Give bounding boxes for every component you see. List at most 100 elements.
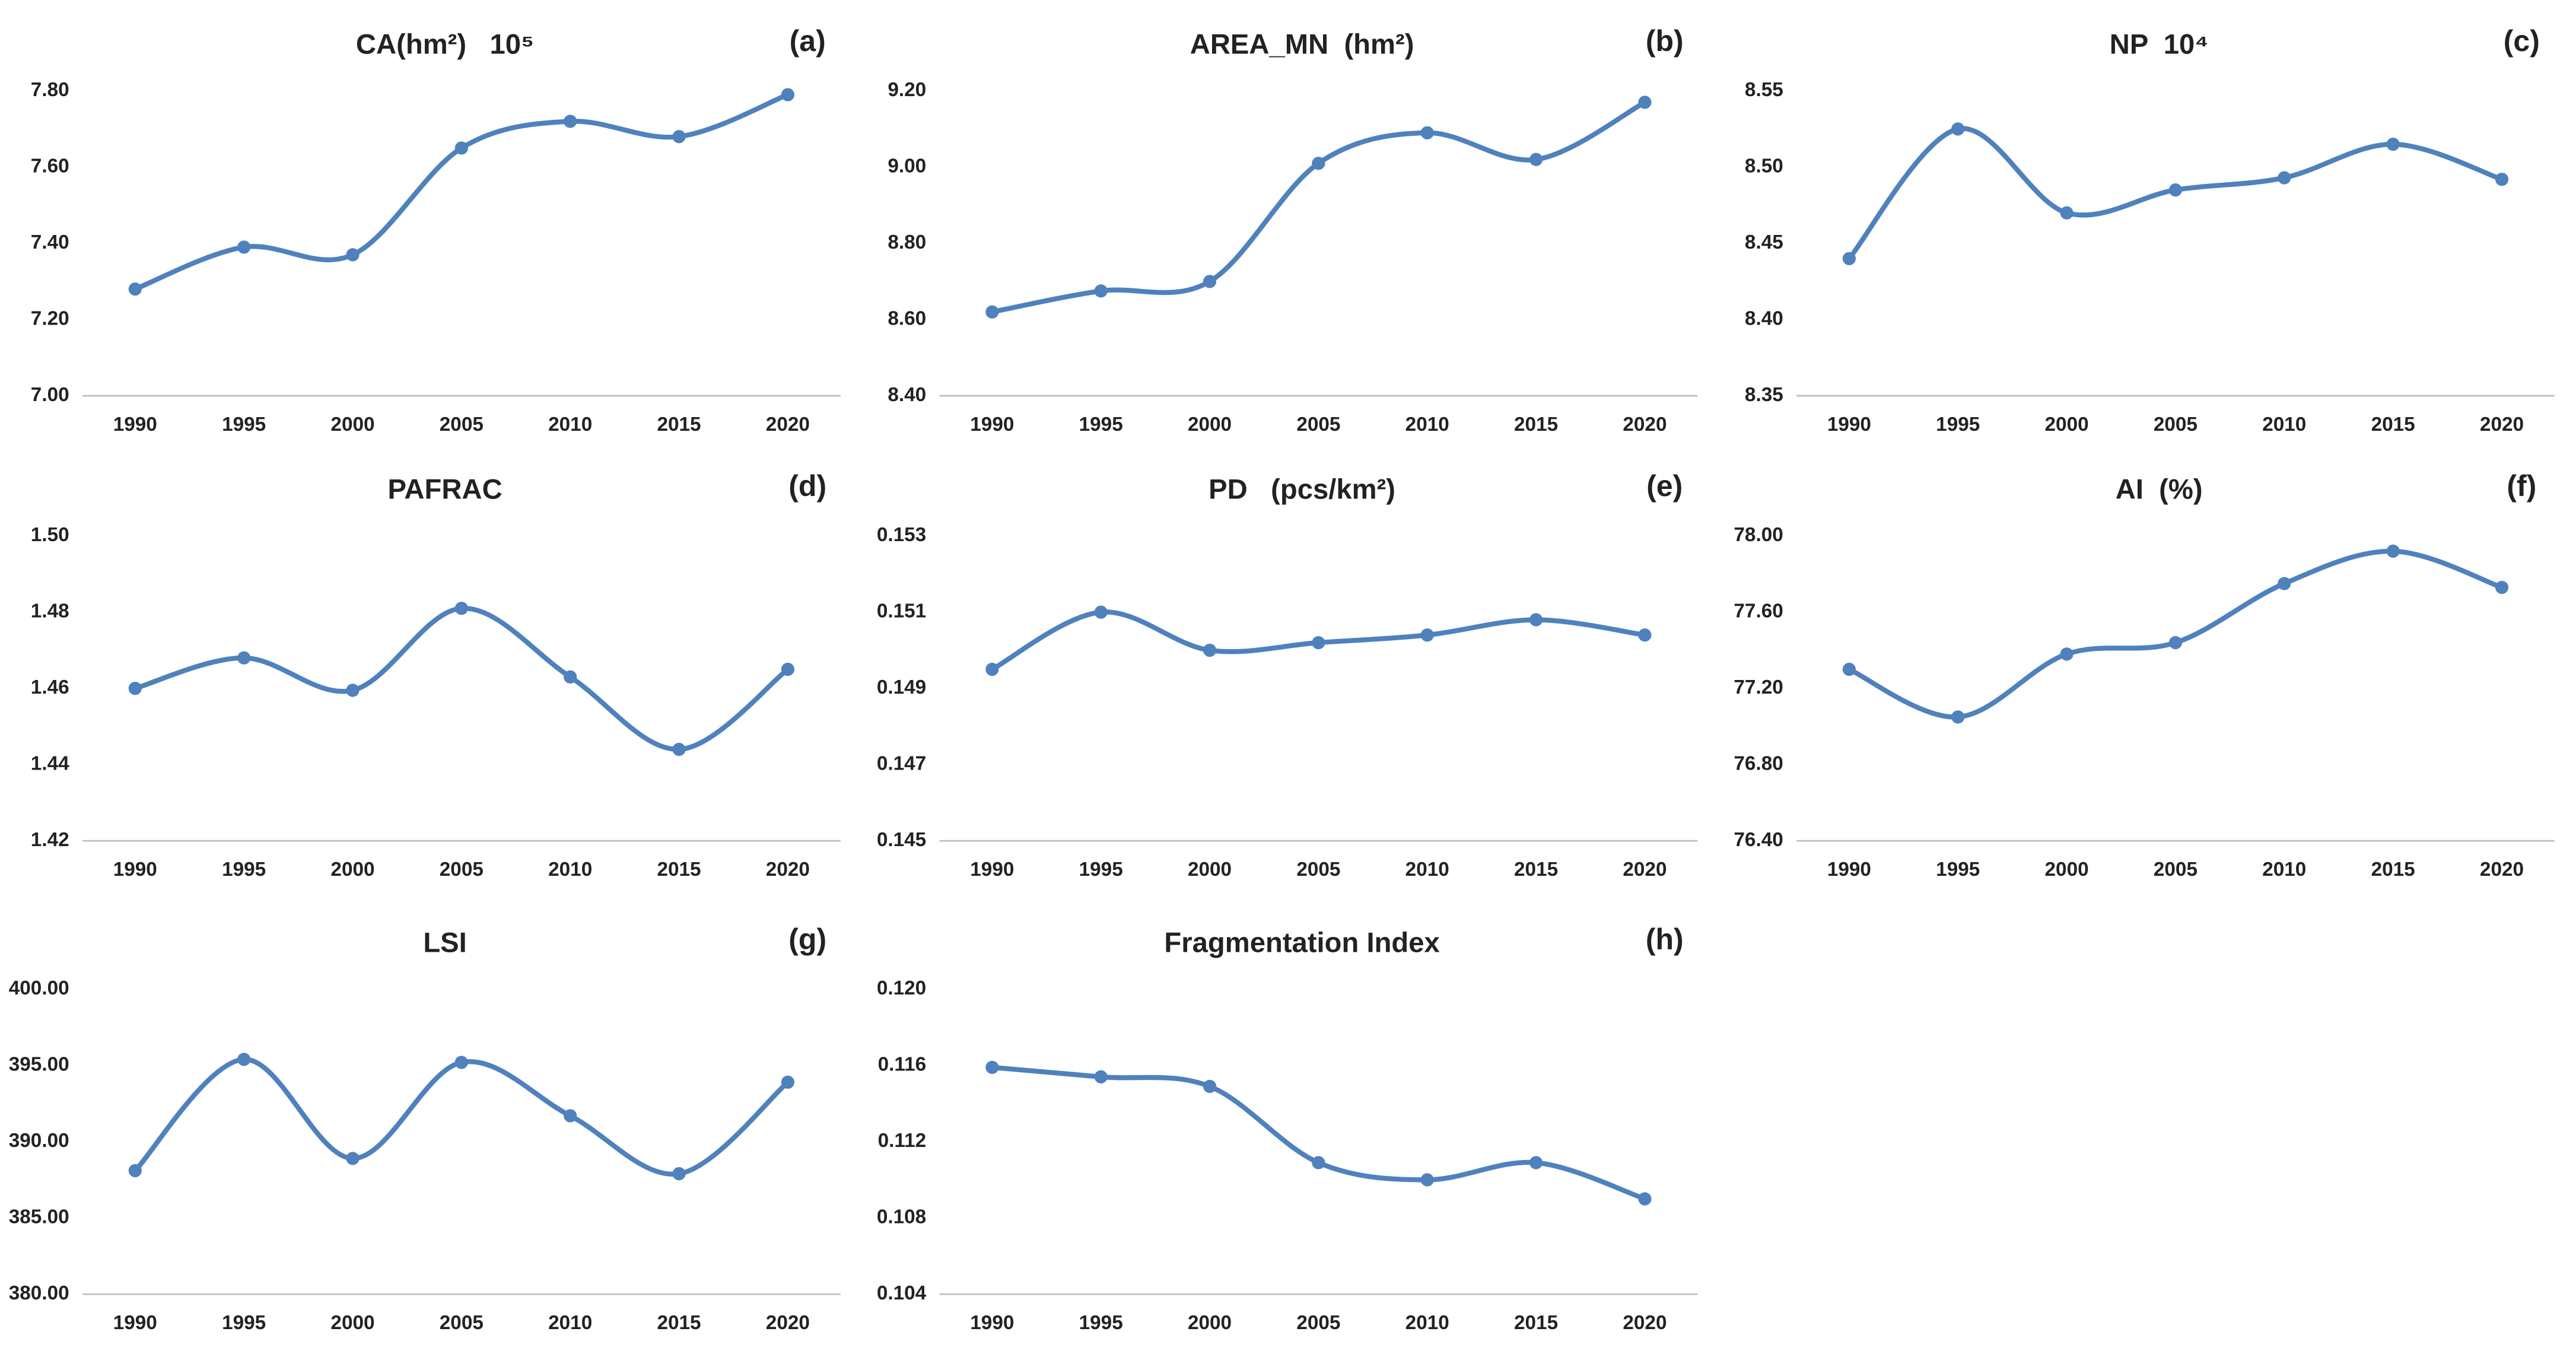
- panel-label: (g): [788, 923, 826, 956]
- point: [128, 1164, 142, 1178]
- point: [2060, 647, 2073, 661]
- x-tick-label: 2015: [2371, 414, 2415, 436]
- y-tick-label: 0.145: [877, 829, 926, 851]
- x-tick-label: 2020: [2480, 859, 2524, 881]
- y-tick-label: 0.112: [878, 1130, 927, 1152]
- point: [1638, 1192, 1652, 1206]
- point: [1203, 1079, 1217, 1094]
- x-tick-label: 2020: [1623, 1312, 1667, 1334]
- y-tick-label: 400.00: [9, 977, 69, 999]
- y-tick-label: 77.20: [1734, 676, 1783, 698]
- panel-label: (c): [2504, 24, 2540, 58]
- y-tick-label: 1.50: [31, 524, 69, 546]
- point: [237, 1053, 251, 1066]
- x-tick-label: 1995: [222, 414, 266, 436]
- point: [346, 248, 360, 262]
- x-tick-label: 2000: [330, 1312, 374, 1334]
- point: [454, 602, 468, 615]
- point: [237, 651, 251, 665]
- point: [781, 662, 794, 676]
- point: [564, 1109, 577, 1123]
- point: [1420, 126, 1434, 139]
- y-tick-label: 7.20: [31, 307, 69, 329]
- y-tick-label: 7.60: [31, 155, 69, 177]
- panel-label: (d): [788, 469, 826, 503]
- y-tick-label: 8.50: [1745, 155, 1783, 177]
- y-tick-label: 1.46: [31, 676, 69, 698]
- x-tick-label: 2005: [2154, 414, 2197, 436]
- point: [454, 141, 468, 155]
- y-tick-label: 8.35: [1745, 384, 1783, 406]
- chart-title: Fragmentation Index: [1164, 927, 1439, 959]
- x-tick-label: 2020: [1623, 859, 1667, 881]
- x-tick-label: 2000: [1188, 414, 1232, 436]
- x-tick-label: 2005: [440, 859, 484, 881]
- chart-title: LSI: [423, 927, 466, 959]
- point: [781, 88, 794, 101]
- series-line: [991, 1064, 1646, 1202]
- x-tick-label: 2010: [548, 859, 592, 881]
- y-tick-label: 1.48: [31, 600, 69, 622]
- chart-title: PAFRAC: [387, 474, 502, 506]
- x-tick-label: 2005: [440, 1312, 484, 1334]
- x-tick-label: 1990: [113, 414, 157, 436]
- y-tick-label: 7.80: [31, 79, 69, 101]
- point: [672, 1167, 686, 1181]
- x-tick-label: 2015: [657, 859, 701, 881]
- point: [1842, 662, 1856, 676]
- y-tick-label: 77.60: [1734, 600, 1783, 622]
- x-tick-label: 2015: [657, 414, 701, 436]
- y-tick-label: 380.00: [9, 1282, 69, 1304]
- point: [1420, 1173, 1434, 1187]
- y-tick-label: 8.40: [1745, 307, 1783, 329]
- x-tick-label: 1995: [1936, 414, 1980, 436]
- y-tick-label: 0.151: [877, 600, 926, 622]
- y-tick-label: 76.40: [1734, 829, 1783, 851]
- point: [128, 282, 142, 296]
- point: [346, 684, 360, 697]
- series-line: [134, 606, 790, 752]
- y-tick-label: 8.45: [1745, 231, 1783, 253]
- x-tick-label: 2005: [2154, 859, 2197, 881]
- point: [1312, 157, 1325, 170]
- point: [1094, 284, 1108, 298]
- point: [672, 130, 686, 144]
- chart-title: AI (%): [2116, 474, 2203, 506]
- x-tick-label: 2020: [766, 859, 810, 881]
- point: [985, 662, 999, 676]
- x-tick-label: 2015: [2371, 859, 2415, 881]
- series-line: [133, 1057, 790, 1177]
- point: [1529, 152, 1543, 166]
- y-tick-label: 390.00: [9, 1130, 69, 1152]
- chart-title: AREA_MN (hm²): [1190, 29, 1414, 61]
- point: [2386, 137, 2400, 151]
- x-tick-label: 2015: [657, 1312, 701, 1334]
- x-tick-label: 2005: [1296, 414, 1340, 436]
- y-tick-label: 7.40: [31, 231, 69, 253]
- y-tick-label: 8.40: [888, 384, 926, 406]
- x-tick-label: 1990: [113, 859, 157, 881]
- x-tick-label: 2000: [330, 859, 374, 881]
- chart-title: PD (pcs/km²): [1209, 474, 1395, 506]
- point: [1094, 1070, 1108, 1084]
- point: [1529, 613, 1543, 627]
- y-tick-label: 0.108: [877, 1206, 926, 1228]
- y-tick-label: 9.20: [888, 79, 926, 101]
- y-tick-label: 0.104: [877, 1282, 927, 1304]
- chart-title: CA(hm²) 10⁵: [356, 29, 534, 61]
- x-tick-label: 2010: [548, 1312, 592, 1334]
- y-tick-label: 8.55: [1745, 79, 1783, 101]
- point: [1951, 710, 1965, 724]
- x-tick-label: 1990: [1827, 414, 1871, 436]
- y-tick-label: 9.00: [888, 155, 926, 177]
- y-tick-label: 1.44: [31, 752, 69, 774]
- point: [1638, 96, 1652, 109]
- point: [1420, 628, 1434, 642]
- x-tick-label: 1995: [1079, 859, 1123, 881]
- x-tick-label: 2010: [1405, 1312, 1449, 1334]
- point: [2168, 635, 2183, 650]
- x-tick-label: 1995: [1079, 1312, 1123, 1334]
- point: [2060, 206, 2073, 220]
